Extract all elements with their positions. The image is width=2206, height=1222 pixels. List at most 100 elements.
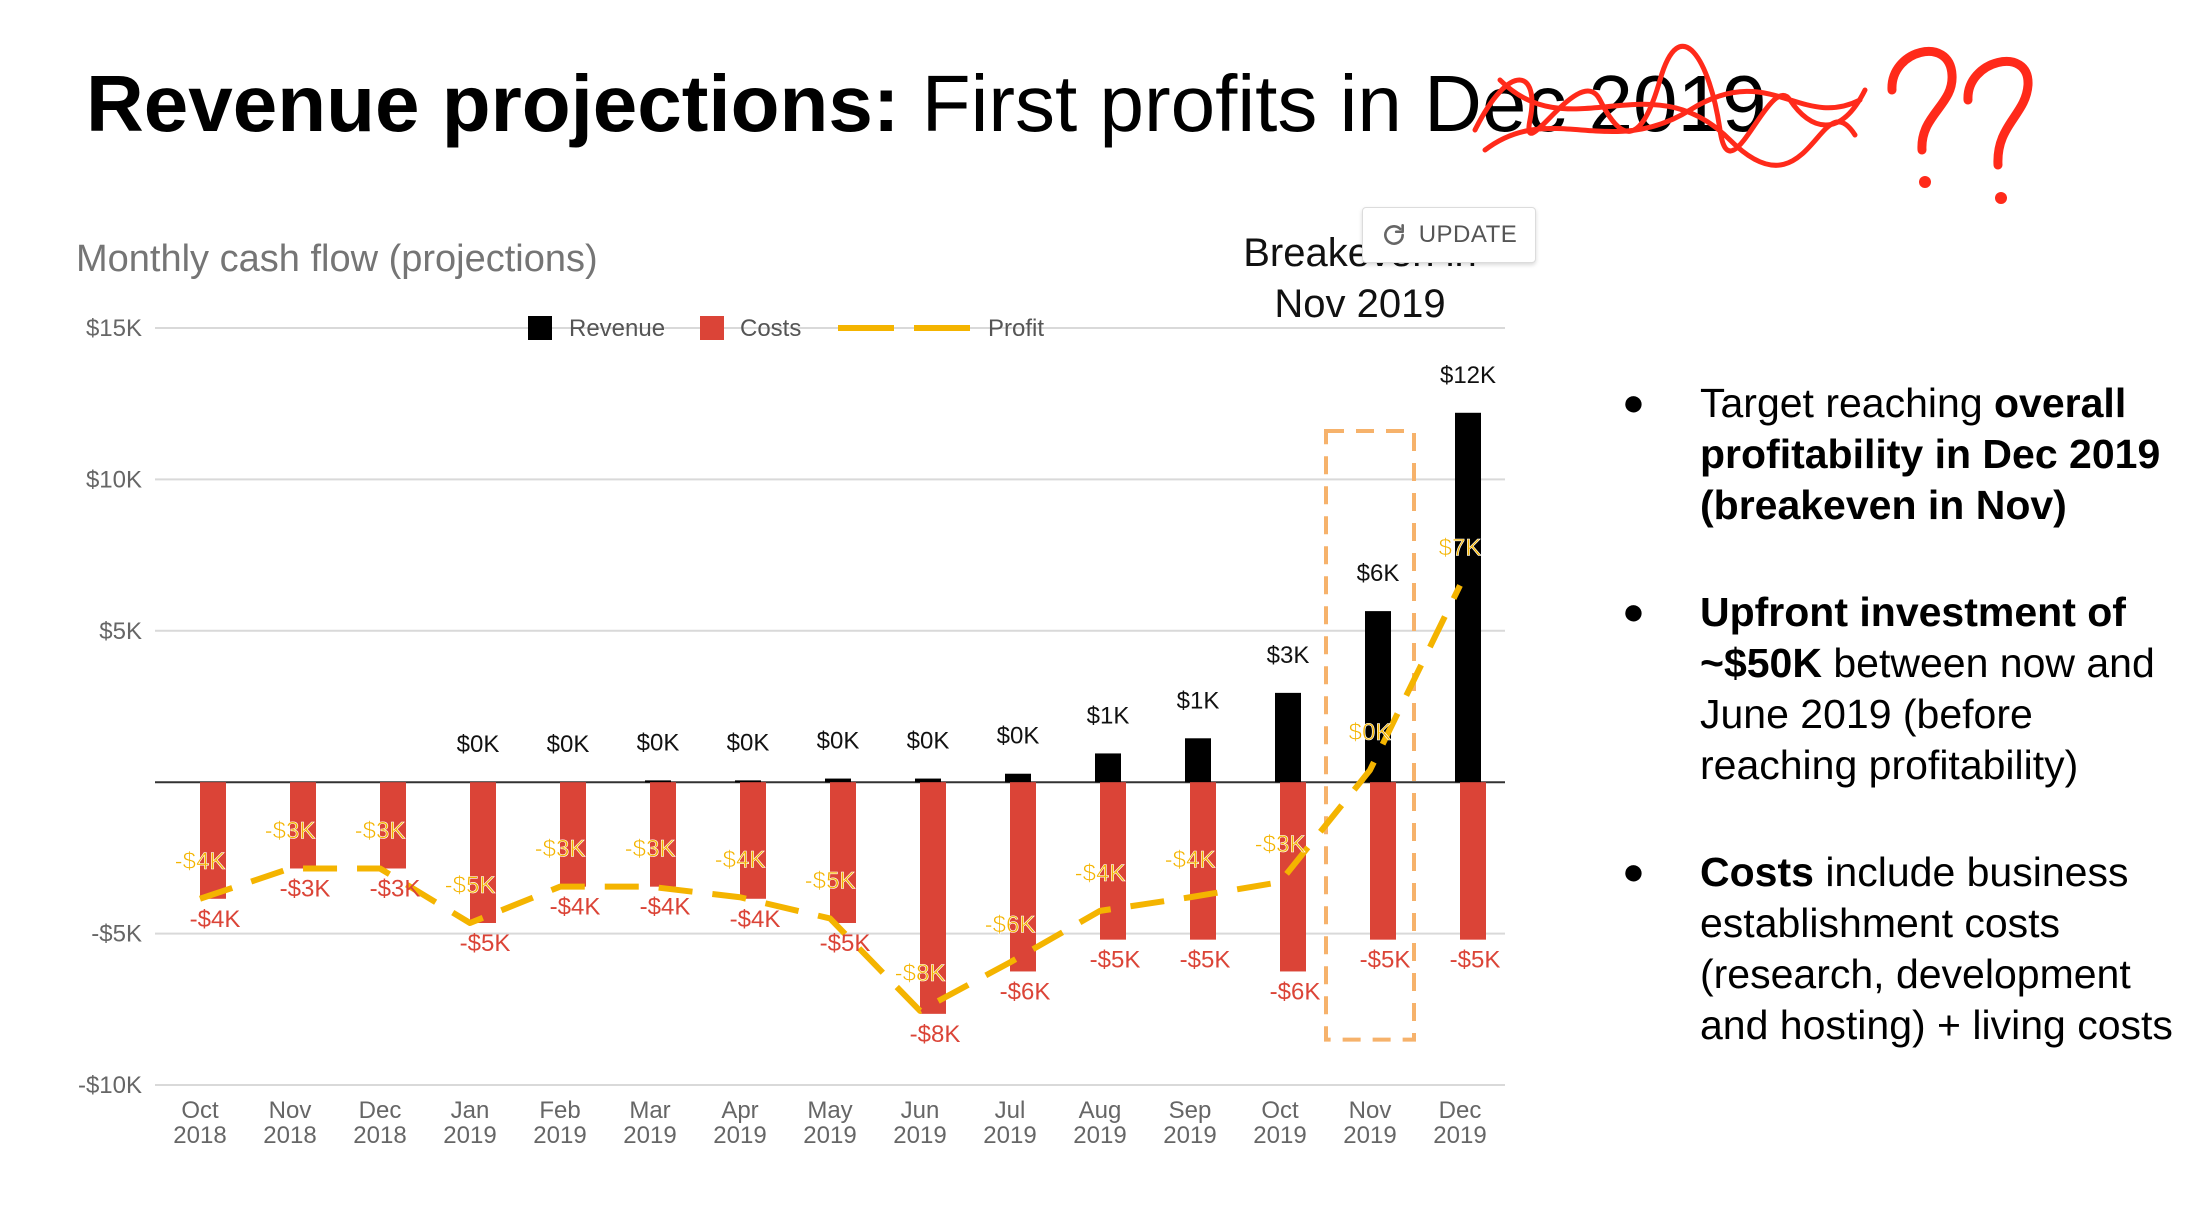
cost-data-label: -$5K [820, 930, 871, 957]
revenue-data-label: $0K [997, 723, 1040, 750]
revenue-bar [1185, 738, 1211, 783]
profit-data-label: $7K [1439, 534, 1482, 561]
profit-data-label: -$3K [265, 817, 316, 844]
cost-data-label: -$3K [370, 875, 421, 902]
x-tick-label: Nov 2018 [263, 1097, 316, 1149]
revenue-data-label: $1K [1177, 687, 1220, 714]
cost-bar [290, 782, 316, 869]
cost-data-label: -$4K [640, 894, 691, 921]
bullet-list: ● Target reaching overall profitability i… [1620, 378, 2180, 1107]
revenue-bar [735, 780, 761, 783]
cost-bar [650, 782, 676, 887]
x-tick-label: Feb 2019 [533, 1097, 586, 1149]
profit-data-label: -$8K [895, 960, 946, 987]
cost-bars [200, 782, 1486, 1014]
profit-data-label: -$4K [1075, 860, 1126, 887]
y-tick-label: $10K [86, 466, 142, 493]
cost-data-label: -$4K [730, 906, 781, 933]
revenue-bar [1365, 611, 1391, 783]
y-tick-label: -$5K [91, 921, 142, 948]
bullet-item: ● Upfront investment of ~$50K between now… [1620, 587, 2180, 791]
profit-data-label: -$6K [985, 911, 1036, 938]
x-tick-label: Oct 2018 [173, 1097, 226, 1149]
cost-bar [740, 782, 766, 899]
breakeven-box [1324, 428, 1416, 1042]
revenue-data-label: $0K [727, 729, 770, 756]
cost-data-label: -$5K [1180, 947, 1231, 974]
cost-bar [1100, 782, 1126, 940]
cost-bar [1460, 782, 1486, 940]
profit-data-label: -$4K [1165, 846, 1216, 873]
revenue-data-label: $0K [547, 731, 590, 758]
cost-data-label: -$4K [190, 906, 241, 933]
profit-series-line [199, 584, 1463, 1014]
profit-data-label: -$4K [175, 848, 226, 875]
legend-revenue-label: Revenue [569, 315, 665, 342]
cost-data-label: -$5K [460, 930, 511, 957]
profit-data-label: -$5K [445, 872, 496, 899]
cost-bar [380, 782, 406, 869]
cost-data-label: -$4K [550, 894, 601, 921]
y-tick-label: $15K [86, 315, 142, 342]
profit-data-label: -$5K [805, 867, 856, 894]
x-tick-label: Aug 2019 [1073, 1097, 1126, 1149]
bullet-dot-icon: ● [1622, 382, 1645, 424]
x-tick-label: Sep 2019 [1163, 1097, 1216, 1149]
profit-line [199, 584, 1463, 1014]
bullet-dot-icon: ● [1622, 591, 1645, 633]
cost-bar [470, 782, 496, 924]
revenue-data-label: $3K [1267, 642, 1310, 669]
cost-bar [1010, 782, 1036, 972]
y-axis: $15K $10K $5K -$5K -$10K [78, 315, 142, 1099]
data-labels: $0K $0K $0K $0K $0K $0K $0K $1K $1K $3K $6K $12K -$4… [174, 362, 1501, 1048]
cost-data-label: -$8K [910, 1021, 961, 1048]
revenue-data-label: $6K [1357, 560, 1400, 587]
revenue-bar [1455, 412, 1481, 783]
x-tick-label: May 2019 [803, 1097, 856, 1149]
x-tick-label: Jul 2019 [983, 1097, 1036, 1149]
slide-title-normal: First profits in [921, 59, 1402, 148]
breakeven-highlight [1324, 428, 1416, 1042]
chart-legend: Revenue Costs Profit [528, 315, 1044, 342]
bullet-text: include business establishment costs (re… [1700, 849, 2173, 1048]
bullet-bold-text: Upfront investment of ~$50K [1700, 589, 2126, 686]
profit-data-label: $0K [1349, 719, 1392, 746]
profit-data-label: -$4K [715, 846, 766, 873]
question-marks-icon [1887, 47, 2033, 204]
bullet-text: between now and June 2019 (before reachi… [1700, 640, 2155, 788]
update-button-label: UPDATE [1418, 221, 1518, 248]
revenue-data-label: $1K [1087, 702, 1130, 729]
cost-bar [920, 782, 946, 1014]
cost-bar [830, 782, 856, 924]
cost-data-label: -$5K [1450, 947, 1501, 974]
profit-data-label: -$3K [1255, 831, 1306, 858]
bullet-bold-text: Costs [1700, 849, 1814, 895]
x-axis: Oct 2018 Nov 2018 Dec 2018 Jan 2019 Feb 2019 Mar 20… [173, 1097, 1486, 1149]
update-button[interactable]: UPDATE [1362, 207, 1536, 263]
bullet-item: ● Target reaching overall profitability i… [1620, 378, 2180, 531]
revenue-data-label: $0K [817, 728, 860, 755]
y-tick-label: -$10K [78, 1072, 142, 1099]
legend-profit-label: Profit [988, 315, 1044, 342]
revenue-data-label: $0K [457, 731, 500, 758]
revenue-data-label: $12K [1440, 362, 1496, 389]
x-tick-label: Apr 2019 [713, 1097, 766, 1149]
revenue-bar [915, 778, 941, 783]
cost-data-label: -$6K [1270, 978, 1321, 1005]
revenue-bars [645, 412, 1481, 783]
refresh-icon [1383, 223, 1404, 245]
profit-data-label: -$3K [535, 836, 586, 863]
revenue-data-label: $0K [907, 728, 950, 755]
legend-revenue-swatch [528, 316, 552, 340]
x-tick-label: Nov 2019 [1343, 1097, 1396, 1149]
chart-title: Monthly cash flow (projections) [76, 238, 598, 280]
bullet-bold-text: overall profitability in Dec 2019 (break… [1700, 380, 2161, 528]
cost-data-label: -$3K [280, 875, 331, 902]
annotation-line: Nov 2019 [1274, 282, 1445, 326]
bullet-item: ● Costs include business establishment co… [1620, 847, 2180, 1051]
x-tick-label: Dec 2018 [353, 1097, 406, 1149]
x-tick-label: Dec 2019 [1433, 1097, 1486, 1149]
profit-data-label: -$3K [625, 836, 676, 863]
revenue-bar [645, 780, 671, 783]
